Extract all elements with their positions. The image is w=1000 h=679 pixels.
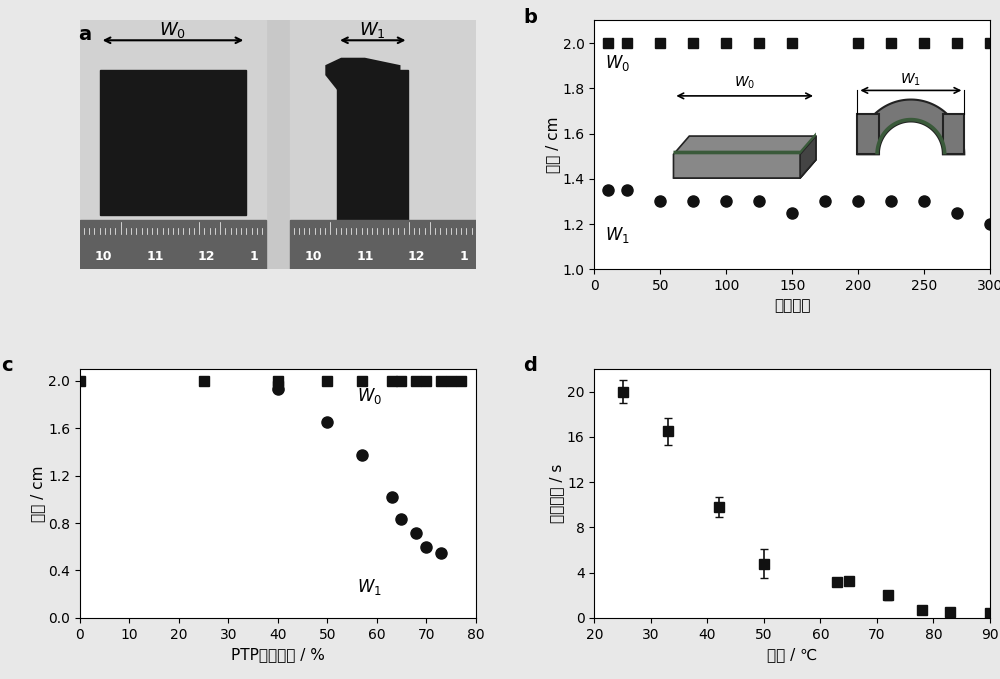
- Text: 12: 12: [198, 251, 215, 263]
- Bar: [80, 20, 266, 270]
- Bar: [290, 219, 476, 270]
- Text: b: b: [523, 8, 537, 27]
- Text: $W_1$: $W_1$: [357, 576, 382, 597]
- Text: 1: 1: [459, 251, 468, 263]
- Text: 11: 11: [356, 251, 374, 263]
- Text: a: a: [78, 25, 91, 44]
- X-axis label: 循环次数: 循环次数: [774, 299, 810, 314]
- Bar: [337, 70, 408, 219]
- X-axis label: PTP质量分数 / %: PTP质量分数 / %: [231, 647, 325, 662]
- Text: 10: 10: [95, 251, 112, 263]
- Text: 10: 10: [305, 251, 322, 263]
- Text: $W_1$: $W_1$: [359, 20, 386, 40]
- Text: 1: 1: [250, 251, 258, 263]
- Text: $W_1$: $W_1$: [605, 225, 630, 245]
- Bar: [290, 20, 476, 270]
- Text: d: d: [523, 356, 537, 375]
- Text: c: c: [1, 356, 12, 375]
- Bar: [100, 70, 246, 215]
- Y-axis label: 响应时间 / s: 响应时间 / s: [549, 464, 564, 523]
- Bar: [80, 219, 266, 270]
- Text: 11: 11: [146, 251, 164, 263]
- Text: $W_0$: $W_0$: [159, 20, 186, 40]
- Y-axis label: 宽度 / cm: 宽度 / cm: [545, 117, 560, 173]
- Polygon shape: [325, 58, 408, 95]
- Text: $W_0$: $W_0$: [605, 53, 630, 73]
- Y-axis label: 宽度 / cm: 宽度 / cm: [30, 465, 45, 521]
- X-axis label: 温度 / ℃: 温度 / ℃: [767, 647, 817, 662]
- Text: 12: 12: [408, 251, 425, 263]
- Text: $W_0$: $W_0$: [357, 386, 382, 406]
